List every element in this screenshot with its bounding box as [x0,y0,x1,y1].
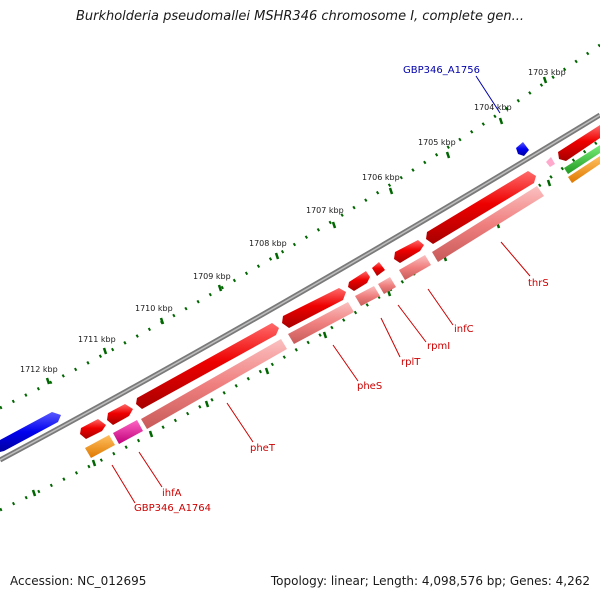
protein-ihfA[interactable] [113,420,143,444]
label-leaders [111,241,531,504]
ruler-tick-label: 1711 kbp [78,335,116,344]
sequence-title: Burkholderia pseudomallei MSHR346 chromo… [75,9,525,24]
label-leader-blue [475,75,501,114]
gene-label-rpmI[interactable]: rpmI [427,341,450,352]
cds-row-lower [85,186,544,458]
ruler-tick-label: 1706 kbp [362,173,400,182]
gene-label-pheT[interactable]: pheT [250,443,276,454]
gene-label-pheS[interactable]: pheS [357,381,382,392]
ruler-tick-label: 1709 kbp [193,272,231,281]
gene-infC[interactable] [394,240,424,263]
gene-gbp346-a1756[interactable] [516,142,529,156]
gene-rpmI[interactable] [372,262,385,276]
accession-text: Accession: NC_012695 [10,574,147,588]
ruler-line [0,43,600,410]
gene-label-gbp346-a1764[interactable]: GBP346_A1764 [134,503,211,514]
gene-red-top-right[interactable] [558,125,600,161]
protein-pheT[interactable] [141,339,287,429]
sequence-summary: Topology: linear; Length: 4,098,576 bp; … [270,574,590,588]
gene-rplT[interactable] [348,271,370,291]
gene-pink[interactable] [546,157,555,167]
chromosome-highlight [0,114,600,461]
protein-thrS[interactable] [432,186,544,262]
gene-label-rplT[interactable]: rplT [401,357,421,368]
cds-row-upper [80,171,536,439]
gene-label-ihfA[interactable]: ihfA [162,488,182,499]
gene-label-gbp346-a1756[interactable]: GBP346_A1756 [403,65,480,76]
ruler-tick-label: 1710 kbp [135,304,173,313]
gene-blue-left[interactable] [0,412,61,452]
ruler-tick-label: 1705 kbp [418,138,456,147]
ruler-tick-label: 1704 kbp [474,103,512,112]
ruler-tick-label: 1703 kbp [528,68,566,77]
ruler-tick-label: 1707 kbp [306,206,344,215]
gene-ihfA[interactable] [107,404,133,425]
gene-gbp346-a1764[interactable] [80,419,106,439]
protein-gbp346-a1764[interactable] [85,435,115,458]
ruler-tick-label: 1712 kbp [20,365,58,374]
gene-green[interactable] [564,145,600,174]
ruler: 1703 kbp 1704 kbp 1705 kbp 1706 kbp 1707… [0,43,600,410]
gene-pheS[interactable] [282,288,346,328]
gene-orange-top-right[interactable] [568,156,600,183]
gene-thrS[interactable] [426,171,536,244]
ruler-ticks [45,76,548,385]
gene-label-thrS[interactable]: thrS [528,278,549,289]
gene-label-infC[interactable]: infC [454,324,474,335]
ruler-tick-label: 1708 kbp [249,239,287,248]
protein-infC[interactable] [399,255,431,280]
protein-rplT[interactable] [355,286,380,306]
protein-pheS[interactable] [288,302,354,344]
protein-rpmI[interactable] [378,277,396,294]
chromosome-backbone [0,112,600,463]
gene-pheT[interactable] [136,323,279,409]
